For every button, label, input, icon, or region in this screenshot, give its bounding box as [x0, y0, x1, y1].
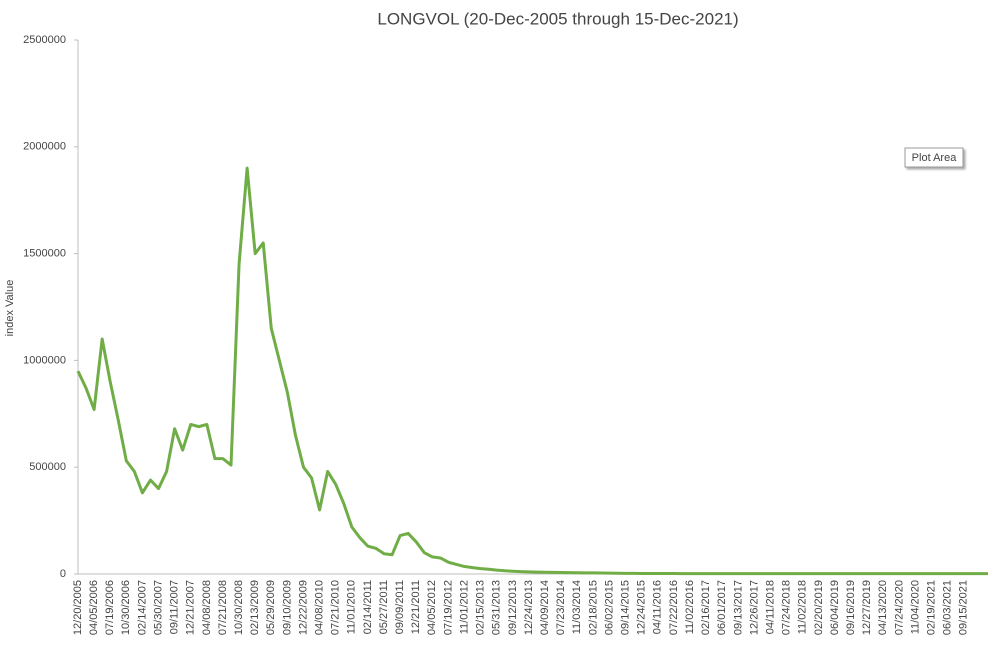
x-tick-label: 02/19/2021: [926, 580, 938, 635]
x-tick-label: 04/09/2014: [539, 580, 551, 635]
tooltip: Plot Area: [904, 147, 964, 168]
x-tick-label: 09/12/2013: [507, 580, 519, 635]
x-tick-label: 12/20/2005: [72, 580, 84, 635]
x-tick-label: 02/14/2011: [362, 580, 374, 634]
x-tick-label: 09/10/2009: [281, 580, 293, 635]
x-tick-label: 07/21/2010: [330, 580, 342, 635]
x-tick-label: 04/05/2012: [426, 580, 438, 635]
x-tick-label: 09/14/2015: [620, 580, 632, 635]
data-line: [76, 166, 988, 576]
x-tick-label: 12/22/2009: [297, 580, 309, 635]
x-tick-label: 07/24/2018: [781, 580, 793, 635]
x-tick-label: 07/21/2008: [217, 580, 229, 635]
x-tick-label: 06/03/2021: [942, 580, 954, 635]
x-tick-label: 02/13/2009: [249, 580, 261, 635]
x-tick-label: 06/01/2017: [716, 580, 728, 635]
x-tick-label: 05/31/2013: [491, 580, 503, 635]
x-tick-label: 09/11/2007: [169, 580, 181, 634]
x-tick-label: 11/02/2016: [684, 580, 696, 634]
x-tick-label: 06/02/2015: [603, 580, 615, 635]
x-tick-label: 06/04/2019: [829, 580, 841, 635]
x-tick-label: 02/15/2013: [475, 580, 487, 635]
y-tick-label: 1000000: [23, 354, 66, 366]
x-tick-label: 11/04/2020: [909, 580, 921, 634]
x-tick-label: 12/27/2019: [861, 580, 873, 635]
y-tick-label: 0: [60, 568, 66, 580]
tooltip-text: Plot Area: [912, 152, 958, 164]
x-tick-label: 09/13/2017: [732, 580, 744, 635]
x-tick-label: 04/11/2016: [652, 580, 664, 634]
y-tick-label: 2000000: [23, 141, 66, 153]
tooltip-box: [904, 147, 964, 168]
x-tick-label: 07/24/2020: [893, 580, 905, 635]
x-tick-label: 02/18/2015: [587, 580, 599, 635]
x-tick-label: 09/09/2011: [394, 580, 406, 634]
x-tick-label: 04/11/2018: [764, 580, 776, 634]
x-tick-label: 07/19/2006: [104, 580, 116, 635]
x-tick-label: 09/15/2021: [958, 580, 970, 635]
x-tick-label: 07/22/2016: [668, 580, 680, 635]
x-tick-label: 12/26/2017: [748, 580, 760, 635]
y-tick-label: 500000: [29, 461, 66, 473]
x-tick-label: 02/16/2017: [700, 580, 712, 635]
x-tick-label: 04/08/2008: [201, 580, 213, 635]
x-tick-label: 07/19/2012: [442, 580, 454, 635]
x-tick-label: 02/20/2019: [813, 580, 825, 635]
y-tick-label: 1500000: [23, 248, 66, 260]
x-tick-label: 11/01/2010: [346, 580, 358, 634]
x-tick-label: 04/05/2006: [88, 580, 100, 635]
x-tick-label: 05/27/2011: [378, 580, 390, 634]
x-tick-label: 11/01/2012: [458, 580, 470, 634]
x-tick-label: 05/30/2007: [152, 580, 164, 635]
y-tick-label: 2500000: [23, 34, 66, 46]
x-tick-label: 11/02/2018: [797, 580, 809, 634]
x-tick-label: 12/24/2015: [636, 580, 648, 635]
x-tick-label: 10/30/2008: [233, 580, 245, 635]
y-axis-label: index Value: [4, 280, 16, 337]
x-tick-label: 11/03/2014: [571, 580, 583, 634]
x-tick-label: 09/16/2019: [845, 580, 857, 635]
x-tick-label: 04/08/2010: [313, 580, 325, 635]
x-tick-label: 05/29/2009: [265, 580, 277, 635]
x-tick-label: 04/13/2020: [877, 580, 889, 635]
chart-title: LONGVOL (20-Dec-2005 through 15-Dec-2021…: [377, 9, 738, 28]
x-tick-label: 07/23/2014: [555, 580, 567, 635]
x-tick-label: 12/24/2013: [523, 580, 535, 635]
x-tick-label: 12/21/2011: [410, 580, 422, 634]
x-tick-label: 10/30/2006: [120, 580, 132, 635]
x-tick-label: 02/14/2007: [136, 580, 148, 635]
x-tick-label: 12/21/2007: [185, 580, 197, 635]
